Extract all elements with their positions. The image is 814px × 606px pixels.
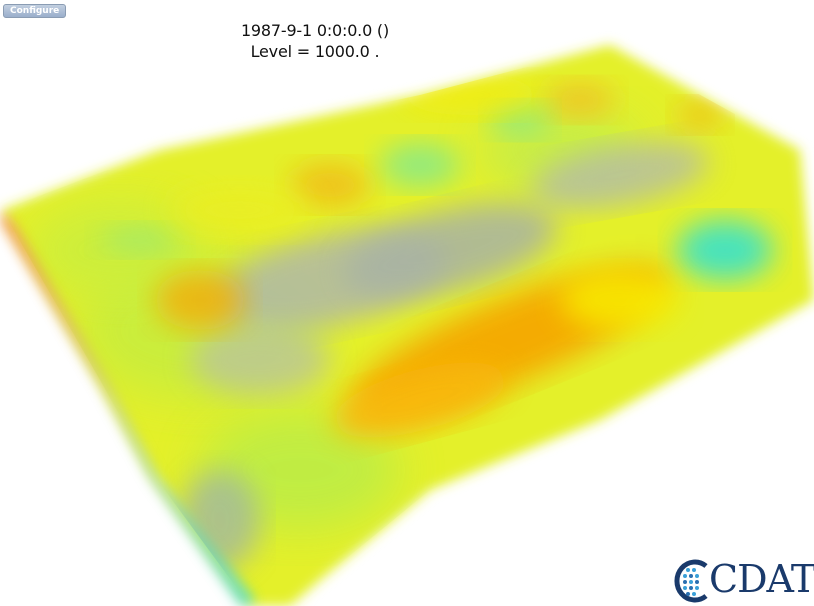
level-label: Level = 1000.0 . (250, 42, 380, 61)
field-region-yellow (400, 75, 540, 115)
field-region-warm (290, 163, 370, 207)
cdat-logo-text: CDAT (709, 557, 814, 601)
field-region-cool (677, 220, 773, 280)
configure-button[interactable]: Configure (3, 4, 67, 18)
cdat-logo-icon (674, 559, 708, 603)
field-region-cool (100, 226, 180, 254)
field-region-yellow (560, 270, 680, 330)
land-region-gray (531, 141, 709, 209)
field-region-warm (675, 100, 725, 130)
land-region-gray (190, 325, 330, 395)
field-region-warm (155, 270, 245, 330)
time-label: 1987-9-1 0:0:0.0 () (240, 21, 390, 40)
field-region-warm (545, 82, 615, 118)
land-region-gray (342, 202, 558, 298)
field-region-warm (332, 362, 508, 438)
cdat-logo: CDAT (672, 556, 814, 604)
field-region-yellow (170, 185, 310, 235)
volume-edge-left (0, 212, 256, 606)
plot-caption: 1987-9-1 0:0:0.0 () Level = 1000.0 . (0, 20, 630, 62)
field-region-cool (380, 143, 460, 187)
